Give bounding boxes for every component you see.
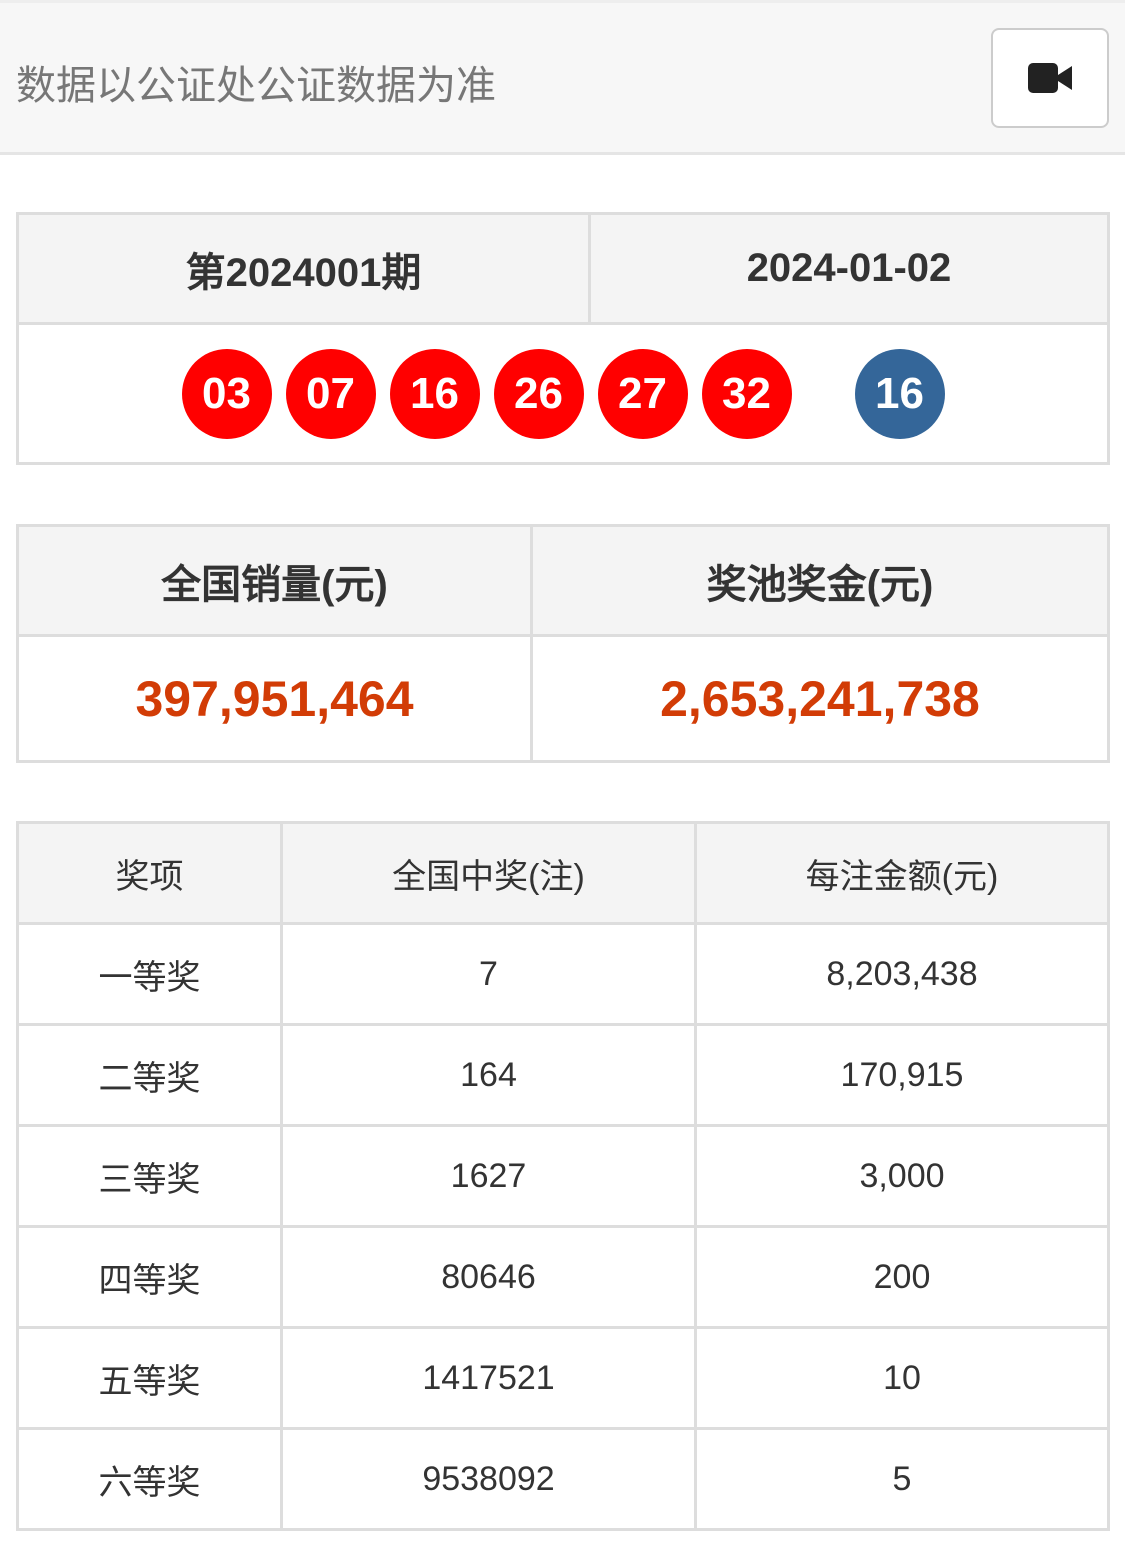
winner-count: 9538092 [280, 1427, 697, 1531]
red-ball: 03 [181, 348, 272, 439]
table-row: 三等奖 1627 3,000 [16, 1124, 1110, 1228]
sales-value: 397,951,464 [16, 634, 533, 763]
winner-count: 80646 [280, 1225, 697, 1329]
issue-number: 第2024001期 [16, 212, 591, 325]
prize-amount: 8,203,438 [694, 922, 1110, 1026]
table-row: 六等奖 9538092 5 [16, 1427, 1110, 1531]
col-header-amount: 每注金额(元) [694, 821, 1110, 925]
red-ball: 27 [597, 348, 688, 439]
red-ball: 16 [389, 348, 480, 439]
red-ball: 26 [493, 348, 584, 439]
video-button[interactable] [991, 28, 1109, 128]
video-camera-icon [1028, 63, 1072, 93]
stats-table: 全国销量(元) 奖池奖金(元) 397,951,464 2,653,241,73… [16, 524, 1110, 763]
prize-level: 五等奖 [16, 1326, 283, 1430]
prize-amount: 3,000 [694, 1124, 1110, 1228]
prize-level: 三等奖 [16, 1124, 283, 1228]
prize-level: 二等奖 [16, 1023, 283, 1127]
draw-table: 第2024001期 2024-01-02 03 07 16 26 27 32 16 [16, 212, 1110, 465]
winner-count: 1417521 [280, 1326, 697, 1430]
sales-label: 全国销量(元) [16, 524, 533, 637]
pool-value: 2,653,241,738 [530, 634, 1110, 763]
prize-amount: 200 [694, 1225, 1110, 1329]
prize-amount: 170,915 [694, 1023, 1110, 1127]
winner-count: 164 [280, 1023, 697, 1127]
ball-row: 03 07 16 26 27 32 16 [16, 322, 1110, 465]
header-bar: 数据以公证处公证数据为准 [0, 0, 1125, 155]
draw-date: 2024-01-02 [588, 212, 1110, 325]
prize-table: 奖项 全国中奖(注) 每注金额(元) 一等奖 7 8,203,438 二等奖 164 17… [16, 821, 1110, 1531]
winner-count: 1627 [280, 1124, 697, 1228]
table-row: 五等奖 1417521 10 [16, 1326, 1110, 1430]
col-header-prize: 奖项 [16, 821, 283, 925]
table-row: 二等奖 164 170,915 [16, 1023, 1110, 1127]
prize-amount: 5 [694, 1427, 1110, 1531]
prize-level: 一等奖 [16, 922, 283, 1026]
blue-ball: 16 [854, 348, 945, 439]
red-ball: 32 [701, 348, 792, 439]
col-header-winners: 全国中奖(注) [280, 821, 697, 925]
table-row: 一等奖 7 8,203,438 [16, 922, 1110, 1026]
table-row: 四等奖 80646 200 [16, 1225, 1110, 1329]
notice-text: 数据以公证处公证数据为准 [16, 64, 496, 108]
pool-label: 奖池奖金(元) [530, 524, 1110, 637]
prize-amount: 10 [694, 1326, 1110, 1430]
winner-count: 7 [280, 922, 697, 1026]
red-ball: 07 [285, 348, 376, 439]
prize-level: 四等奖 [16, 1225, 283, 1329]
prize-level: 六等奖 [16, 1427, 283, 1531]
